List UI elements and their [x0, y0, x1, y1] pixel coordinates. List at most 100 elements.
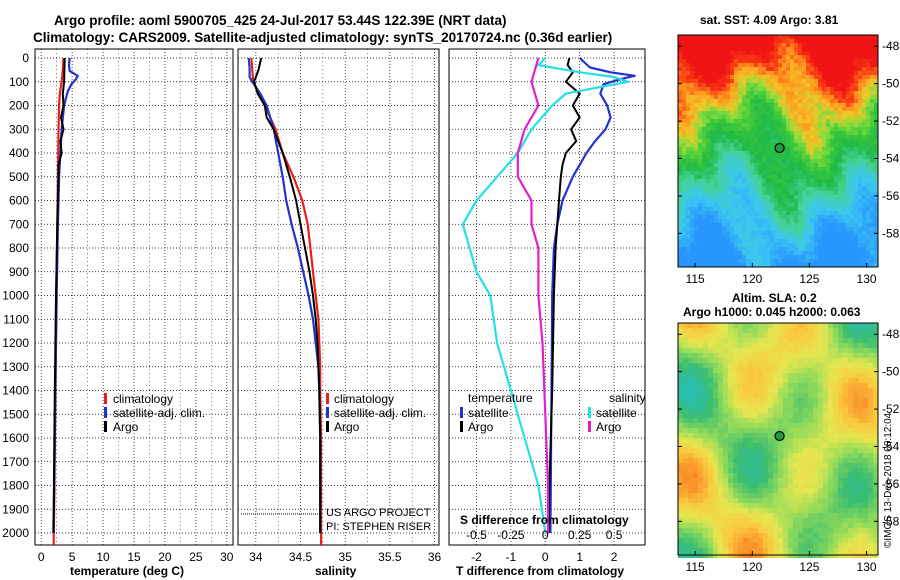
sst-map-cell	[786, 163, 790, 167]
sst-map-cell	[810, 87, 814, 91]
sst-map-cell	[850, 187, 854, 191]
sla-map-cell	[703, 403, 708, 408]
sst-map-cell	[814, 139, 818, 143]
sst-map-cell	[734, 167, 738, 171]
sst-map-cell	[854, 111, 858, 115]
sla-map-cell	[773, 343, 778, 348]
sla-map-cell	[723, 378, 728, 383]
sst-map-cell	[858, 215, 862, 219]
sst-map-cell	[682, 215, 686, 219]
sla-map-cell	[763, 518, 768, 523]
sla-map-cell	[708, 403, 713, 408]
sst-map-cell	[742, 35, 746, 39]
sla-map-cell	[823, 473, 828, 478]
sst-map-cell	[866, 187, 870, 191]
sst-map-cell	[834, 155, 838, 159]
sst-map-cell	[826, 203, 830, 207]
sst-map-cell	[774, 47, 778, 51]
sst-map-cell	[682, 51, 686, 55]
sst-map-cell	[842, 35, 846, 39]
sla-map-cell	[733, 458, 738, 463]
sst-map-cell	[798, 163, 802, 167]
sla-map-cell	[848, 493, 853, 498]
sst-map-cell	[794, 75, 798, 79]
sla-map-cell	[853, 408, 858, 413]
sla-map-cell	[833, 333, 838, 338]
sst-map-cell	[870, 227, 874, 231]
sst-map-cell	[802, 63, 806, 67]
sst-map-cell	[718, 139, 722, 143]
sla-map-cell	[708, 533, 713, 538]
sst-map-cell	[838, 255, 842, 259]
sst-map-cell	[850, 259, 854, 263]
sst-map-cell	[858, 119, 862, 123]
sst-map-cell	[734, 35, 738, 39]
sst-map-cell	[798, 255, 802, 259]
sst-map-cell	[682, 135, 686, 139]
sla-map-cell	[698, 378, 703, 383]
sst-map-cell	[774, 263, 778, 267]
sst-map-cell	[742, 43, 746, 47]
legend-satellite-swatch	[104, 407, 107, 418]
depth-tick-label: 1200	[2, 336, 29, 350]
sst-map-cell	[790, 147, 794, 151]
sla-map-cell	[828, 393, 833, 398]
sst-map-cell	[802, 247, 806, 251]
sst-map-cell	[874, 115, 878, 119]
sst-map-cell	[738, 199, 742, 203]
sla-map-cell	[748, 498, 753, 503]
sla-map-cell	[753, 488, 758, 493]
sst-map-cell	[778, 95, 782, 99]
sst-map-cell	[738, 259, 742, 263]
sla-map-cell	[793, 428, 798, 433]
sla-map-cell	[723, 453, 728, 458]
sst-map-cell	[678, 211, 682, 215]
sst-map-cell	[838, 203, 842, 207]
sla-map-cell	[723, 478, 728, 483]
sst-map-cell	[706, 83, 710, 87]
sla-map-cell	[813, 443, 818, 448]
sst-map-cell	[866, 247, 870, 251]
sla-map-cell	[818, 408, 823, 413]
sst-map-cell	[718, 123, 722, 127]
sst-map-cell	[702, 71, 706, 75]
sst-map-cell	[814, 179, 818, 183]
sla-map-cell	[713, 448, 718, 453]
sla-map-cell	[683, 468, 688, 473]
sst-map-cell	[706, 135, 710, 139]
sst-map-cell	[682, 103, 686, 107]
sst-map-cell	[814, 259, 818, 263]
temperature-axis-label: temperature (deg C)	[70, 564, 184, 578]
sla-map-cell	[858, 448, 863, 453]
sla-map-cell	[778, 338, 783, 343]
sla-map-cell	[783, 373, 788, 378]
sst-map-cell	[694, 67, 698, 71]
sst-map-cell	[822, 199, 826, 203]
sst-map-cell	[754, 195, 758, 199]
sst-map-cell	[786, 91, 790, 95]
sla-map-cell	[708, 443, 713, 448]
sst-map-cell	[694, 99, 698, 103]
sla-map-cell	[738, 503, 743, 508]
sst-map-cell	[794, 103, 798, 107]
sst-map-cell	[838, 51, 842, 55]
sst-map-cell	[818, 211, 822, 215]
sst-map-cell	[846, 55, 850, 59]
sst-map-cell	[870, 239, 874, 243]
sla-map-cell	[693, 498, 698, 503]
sst-map-cell	[822, 115, 826, 119]
sst-map-cell	[706, 215, 710, 219]
sla-map-cell	[763, 403, 768, 408]
sla-map-cell	[703, 393, 708, 398]
sla-map-cell	[693, 433, 698, 438]
sst-map-cell	[722, 59, 726, 63]
sst-map-cell	[702, 35, 706, 39]
sla-map-cell	[818, 473, 823, 478]
sst-map-cell	[754, 47, 758, 51]
sst-map-cell	[858, 123, 862, 127]
sst-map-cell	[770, 227, 774, 231]
sst-map-cell	[734, 91, 738, 95]
sla-map-cell	[743, 493, 748, 498]
sst-map-cell	[682, 171, 686, 175]
sst-map-cell	[690, 239, 694, 243]
